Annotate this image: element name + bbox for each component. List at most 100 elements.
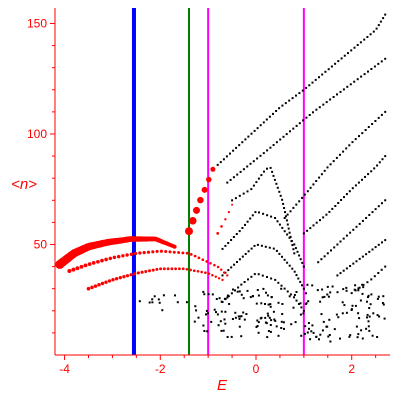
data-point	[335, 313, 338, 316]
data-point	[257, 273, 260, 276]
data-point	[216, 163, 219, 166]
data-point	[238, 230, 241, 233]
data-point	[174, 294, 176, 297]
data-point	[220, 300, 223, 303]
data-point	[255, 181, 258, 184]
data-point	[181, 251, 185, 255]
data-point	[296, 250, 299, 253]
data-point	[351, 187, 354, 190]
data-point	[293, 243, 296, 246]
data-point	[302, 287, 305, 290]
data-point	[377, 62, 380, 65]
data-point	[269, 146, 272, 149]
data-point	[277, 301, 280, 304]
data-point	[204, 271, 207, 274]
data-point	[223, 297, 226, 300]
data-point	[367, 173, 370, 176]
data-point	[377, 205, 380, 208]
data-point	[339, 153, 341, 156]
data-point	[207, 272, 211, 275]
data-point	[289, 130, 291, 133]
data-point	[315, 180, 318, 182]
data-point	[236, 261, 238, 263]
data-point	[209, 262, 212, 265]
data-point	[222, 158, 225, 161]
data-point	[325, 325, 328, 328]
data-point	[185, 251, 189, 255]
data-point	[366, 300, 368, 303]
data-point	[185, 227, 193, 236]
data-point	[356, 78, 359, 81]
data-point	[213, 308, 216, 311]
data-point	[250, 132, 253, 135]
data-point	[339, 337, 341, 340]
data-point	[300, 334, 303, 337]
data-point	[288, 264, 291, 267]
data-point	[104, 280, 108, 284]
data-point	[258, 211, 260, 214]
data-point	[220, 329, 223, 332]
data-point	[283, 207, 286, 209]
data-point	[200, 270, 203, 274]
data-point	[361, 178, 363, 181]
data-point	[327, 335, 330, 338]
data-point	[284, 102, 287, 105]
data-point	[207, 312, 210, 315]
data-point	[262, 287, 265, 290]
data-point	[161, 309, 164, 312]
data-point	[349, 265, 352, 267]
data-point	[374, 208, 377, 211]
data-point	[289, 235, 292, 238]
data-point	[295, 94, 297, 97]
data-point	[83, 263, 88, 268]
data-point	[350, 49, 353, 52]
data-point	[328, 318, 331, 321]
data-point	[232, 236, 235, 238]
data-point	[262, 152, 265, 155]
data-point	[321, 329, 324, 332]
data-point	[238, 258, 241, 261]
data-point	[291, 97, 294, 100]
data-point	[365, 253, 368, 256]
data-point	[269, 324, 272, 326]
data-point	[366, 316, 368, 319]
data-point	[294, 321, 297, 324]
data-point	[216, 232, 220, 235]
data-point	[213, 263, 216, 267]
data-point	[339, 272, 342, 275]
data-point	[364, 129, 367, 131]
data-point	[91, 261, 96, 265]
data-point	[302, 309, 305, 312]
data-point	[96, 259, 100, 264]
data-point	[234, 311, 237, 314]
data-point	[242, 297, 245, 300]
data-point	[307, 300, 310, 303]
data-point	[266, 312, 269, 315]
data-point	[87, 262, 92, 266]
axes	[54, 8, 390, 356]
data-point	[225, 155, 228, 158]
data-point	[326, 293, 329, 296]
data-point	[371, 334, 374, 337]
data-point	[233, 263, 236, 266]
data-point	[378, 161, 381, 164]
data-point	[330, 249, 332, 252]
data-point	[256, 243, 259, 246]
data-point	[377, 116, 380, 119]
data-point	[144, 269, 148, 274]
data-point	[114, 277, 119, 281]
data-point	[315, 108, 318, 111]
data-point	[384, 57, 387, 60]
data-point	[193, 320, 196, 323]
data-point	[292, 206, 295, 209]
data-point	[381, 302, 384, 304]
data-point	[267, 330, 270, 332]
data-point	[295, 203, 298, 206]
data-point	[221, 278, 224, 282]
data-point	[370, 170, 373, 173]
data-point	[244, 253, 247, 255]
x-axis-label: E	[217, 377, 228, 394]
data-point	[218, 297, 221, 300]
data-point	[283, 327, 285, 330]
data-point	[345, 289, 348, 292]
